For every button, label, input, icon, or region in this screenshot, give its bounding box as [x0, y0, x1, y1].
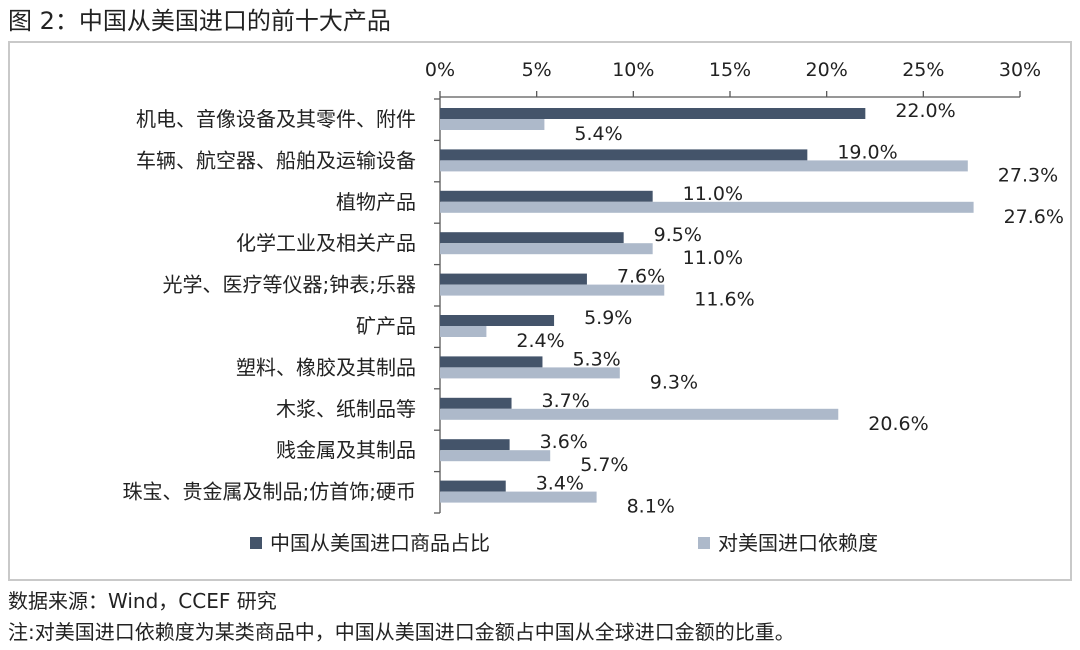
bar-dependence: [440, 326, 487, 337]
bar-import-share: [440, 149, 808, 161]
legend-label-dependence: 对美国进口依赖度: [718, 531, 878, 555]
source-note: 数据来源：Wind，CCEF 研究: [8, 589, 277, 613]
data-label-dependence: 27.6%: [1004, 206, 1064, 228]
bar-chart: 0% 5% 10% 15% 20% 25% 30% 机电、音像设备及其零件、附件车辆、航空器…: [123, 59, 1064, 555]
bar-import-share: [440, 232, 624, 244]
bar-import-share: [440, 480, 506, 492]
data-label-dependence: 2.4%: [516, 330, 564, 352]
data-label-dependence: 8.1%: [627, 496, 675, 518]
legend-label-import-share: 中国从美国进口商品占比: [270, 531, 490, 555]
data-label-dependence: 11.6%: [694, 289, 754, 311]
x-tick-label: 10%: [612, 59, 654, 81]
figure-title: 图 2：中国从美国进口的前十大产品: [8, 7, 391, 35]
bar-dependence: [440, 408, 839, 420]
y-axis: 机电、音像设备及其零件、附件车辆、航空器、船舶及运输设备植物产品化学工业及相关产…: [123, 97, 441, 514]
x-tick-label: 30%: [999, 59, 1041, 81]
legend: 中国从美国进口商品占比 对美国进口依赖度: [250, 531, 878, 555]
bar-import-share: [440, 190, 653, 202]
bar-import-share: [440, 356, 543, 368]
data-label-import-share: 9.5%: [654, 224, 702, 246]
x-tick-label: 5%: [522, 59, 552, 81]
x-tick-label: 0%: [425, 59, 455, 81]
chart-frame: [8, 41, 1072, 581]
data-label-import-share: 19.0%: [837, 141, 897, 163]
data-label-import-share: 22.0%: [895, 100, 955, 122]
legend-swatch-import-share: [250, 537, 262, 549]
data-label-import-share: 11.0%: [683, 183, 743, 205]
data-label-dependence: 5.4%: [574, 123, 622, 145]
category-label: 化学工业及相关产品: [236, 231, 416, 255]
category-label: 植物产品: [336, 190, 416, 214]
bar-dependence: [440, 160, 968, 172]
data-label-import-share: 3.4%: [536, 473, 584, 495]
legend-swatch-dependence: [698, 537, 710, 549]
x-tick-label: 25%: [902, 59, 944, 81]
bars: 22.0%5.4%19.0%27.3%11.0%27.6%9.5%11.0%7.…: [440, 100, 1064, 518]
data-label-import-share: 7.6%: [617, 266, 665, 288]
data-label-dependence: 9.3%: [650, 371, 698, 393]
data-label-dependence: 20.6%: [868, 413, 928, 435]
data-label-import-share: 3.6%: [540, 431, 588, 453]
data-label-dependence: 5.7%: [580, 454, 628, 476]
bar-dependence: [440, 284, 665, 296]
data-label-dependence: 11.0%: [683, 247, 743, 269]
category-label: 车辆、航空器、船舶及运输设备: [136, 148, 416, 172]
bar-dependence: [440, 450, 551, 462]
data-label-dependence: 27.3%: [998, 164, 1058, 186]
bar-import-share: [440, 397, 512, 409]
category-label: 珠宝、贵金属及制品;仿首饰;硬币: [123, 480, 416, 504]
bar-import-share: [440, 439, 510, 451]
bar-dependence: [440, 491, 597, 503]
category-label: 贱金属及其制品: [276, 438, 416, 462]
category-label: 光学、医疗等仪器;钟表;乐器: [163, 273, 416, 297]
data-label-import-share: 5.9%: [584, 307, 632, 329]
bar-dependence: [440, 201, 974, 213]
x-axis: 0% 5% 10% 15% 20% 25% 30%: [425, 59, 1041, 98]
bar-dependence: [440, 119, 545, 130]
data-label-import-share: 5.3%: [572, 348, 620, 370]
bar-import-share: [440, 273, 587, 285]
x-tick-label: 20%: [806, 59, 848, 81]
bar-import-share: [440, 108, 866, 119]
category-label: 机电、音像设备及其零件、附件: [136, 107, 416, 131]
bar-dependence: [440, 243, 653, 255]
bar-dependence: [440, 367, 620, 379]
category-label: 木浆、纸制品等: [276, 397, 416, 421]
footnote: 注:对美国进口依赖度为某类商品中，中国从美国进口金额占中国从全球进口金额的比重。: [8, 620, 795, 644]
x-tick-label: 15%: [709, 59, 751, 81]
category-label: 矿产品: [356, 314, 416, 338]
data-label-import-share: 3.7%: [542, 390, 590, 412]
category-label: 塑料、橡胶及其制品: [236, 355, 416, 379]
bar-import-share: [440, 315, 555, 326]
